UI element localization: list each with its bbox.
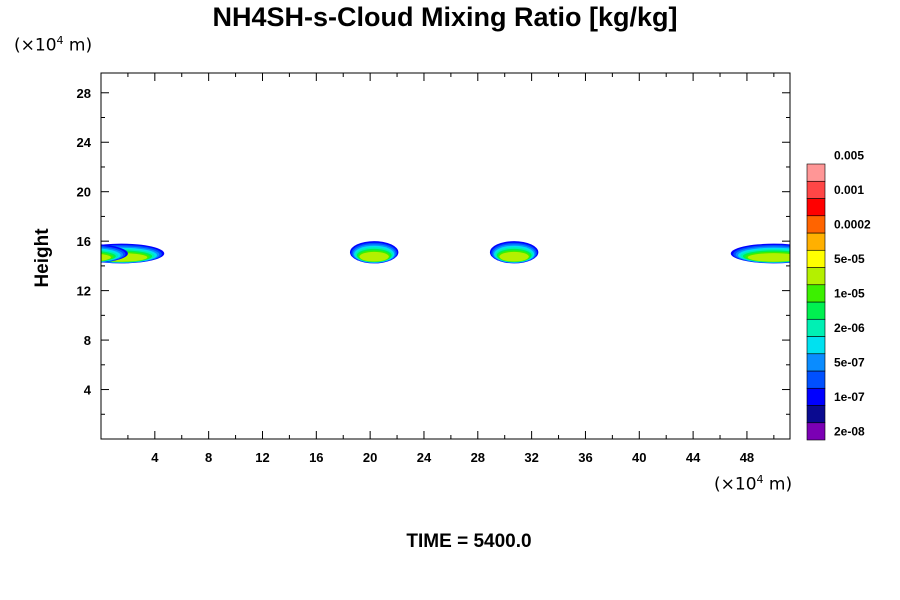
- colorbar-swatch: [806, 163, 826, 182]
- colorbar-label: 0.005: [834, 148, 864, 162]
- colorbar-label: 1e-05: [834, 286, 865, 300]
- x-tick-label: 4: [151, 450, 159, 465]
- colorbar-swatch: [806, 232, 826, 251]
- y-axis-unit: (×104 m): [14, 34, 92, 56]
- y-tick-label: 12: [77, 284, 91, 299]
- x-tick-label: 8: [205, 450, 212, 465]
- x-tick-label: 40: [632, 450, 646, 465]
- y-tick-label: 16: [77, 234, 91, 249]
- colorbar-swatch: [806, 353, 826, 372]
- colorbar-swatch: [806, 387, 826, 406]
- x-tick-label: 44: [686, 450, 701, 465]
- cloud-layer-group: [101, 241, 790, 264]
- colorbar-label: 0.001: [834, 183, 864, 197]
- colorbar-swatch: [806, 198, 826, 217]
- colorbar-swatch: [806, 405, 826, 424]
- y-tick-label: 20: [77, 185, 91, 200]
- colorbar-swatch: [806, 318, 826, 337]
- colorbar-swatch: [806, 422, 826, 441]
- x-tick-label: 28: [471, 450, 485, 465]
- cloud-contour-band: [747, 253, 790, 262]
- colorbar-swatch: [806, 249, 826, 268]
- colorbar-swatch: [806, 336, 826, 355]
- y-tick-label: 24: [77, 135, 92, 150]
- colorbar-swatch: [806, 284, 826, 303]
- colorbar-label: 2e-08: [834, 424, 865, 438]
- x-tick-label: 12: [255, 450, 269, 465]
- colorbar-label: 2e-06: [834, 321, 865, 335]
- x-tick-label: 16: [309, 450, 323, 465]
- y-tick-label: 4: [84, 383, 92, 398]
- x-unit-prefix: (×10: [714, 474, 757, 495]
- colorbar-swatch: [806, 215, 826, 234]
- colorbar-label: 1e-07: [834, 390, 865, 404]
- y-tick-label: 28: [77, 86, 91, 101]
- x-tick-label: 24: [417, 450, 432, 465]
- x-unit-exponent: 4: [756, 473, 764, 486]
- x-tick-label: 20: [363, 450, 377, 465]
- cloud-contour-band: [499, 251, 529, 262]
- x-axis-unit: (×104 m): [714, 473, 792, 495]
- plot-frame: [100, 72, 791, 440]
- x-tick-label: 48: [740, 450, 754, 465]
- y-unit-prefix: (×10: [14, 35, 57, 56]
- chart-title: NH4SH-s-Cloud Mixing Ratio [kg/kg]: [212, 2, 678, 32]
- x-tick-label: 32: [524, 450, 538, 465]
- cloud-layer: [101, 243, 790, 264]
- colorbar: 2e-08 1e-07 5e-07 2e-06 1e-05 5e-05 0.0002 0.00…: [806, 148, 871, 441]
- colorbar-label: 5e-05: [834, 252, 865, 266]
- x-unit-suffix: m): [763, 474, 793, 495]
- x-tick-label: 36: [578, 450, 592, 465]
- colorbar-swatch: [806, 301, 826, 320]
- colorbar-label: 5e-07: [834, 355, 865, 369]
- colorbar-swatch: [806, 180, 826, 199]
- cloud-layer: [489, 241, 539, 264]
- colorbar-label: 0.0002: [834, 217, 871, 231]
- time-footer: TIME = 5400.0: [406, 531, 532, 552]
- cloud-contour-band: [359, 251, 389, 262]
- cloud-contour-band-wrap: [101, 254, 111, 261]
- colorbar-swatch: [806, 267, 826, 286]
- y-unit-suffix: m): [63, 35, 93, 56]
- colorbar-swatch: [806, 370, 826, 389]
- y-unit-exponent: 4: [56, 34, 64, 47]
- cloud-layer: [349, 241, 399, 264]
- y-tick-label: 8: [84, 333, 91, 348]
